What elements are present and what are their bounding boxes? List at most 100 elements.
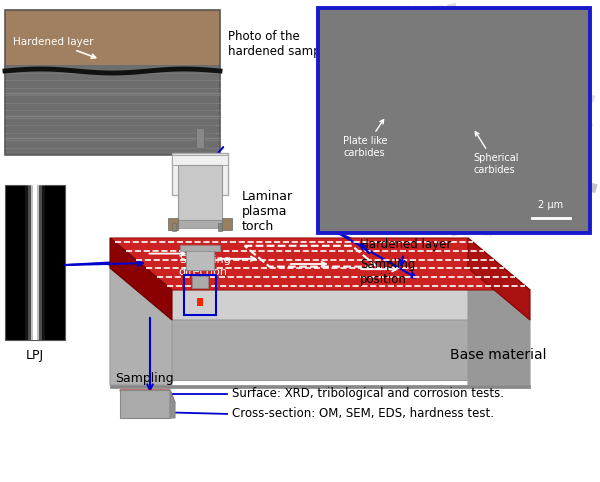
Bar [448, 147, 461, 164]
Bar [471, 56, 489, 84]
Bar [5, 185, 65, 340]
Bar [515, 33, 526, 43]
Bar [579, 23, 587, 39]
Bar [558, 110, 572, 123]
Bar [365, 23, 378, 47]
Bar [376, 32, 394, 56]
Bar [560, 102, 575, 117]
Bar [5, 10, 220, 65]
Bar [484, 212, 497, 237]
Bar [379, 158, 395, 181]
Bar [433, 173, 437, 177]
Bar [464, 122, 477, 134]
Bar [477, 102, 488, 110]
Bar [406, 208, 427, 226]
Bar [482, 80, 487, 87]
Bar [425, 128, 434, 135]
Bar [410, 63, 440, 77]
Polygon shape [110, 238, 530, 290]
Text: Photo of the
hardened sample: Photo of the hardened sample [228, 30, 331, 58]
Bar [446, 95, 458, 103]
Bar [445, 127, 464, 148]
Bar [222, 218, 232, 230]
Bar [427, 58, 434, 65]
Bar [360, 77, 384, 101]
Bar [467, 133, 496, 154]
Polygon shape [110, 238, 172, 320]
Polygon shape [155, 310, 497, 380]
Bar [500, 110, 517, 115]
Bar [406, 118, 422, 132]
Bar [534, 196, 548, 208]
Text: Hardened layer: Hardened layer [13, 37, 95, 58]
Text: Cross-section: OM, SEM, EDS, hardness test.: Cross-section: OM, SEM, EDS, hardness te… [232, 407, 494, 420]
Bar [380, 79, 407, 99]
Bar [333, 154, 363, 174]
Bar [197, 298, 203, 306]
Bar [478, 179, 502, 197]
Bar [413, 202, 431, 217]
Bar [375, 115, 403, 135]
Bar [388, 35, 397, 48]
Bar [494, 130, 509, 140]
Bar [403, 119, 423, 134]
Bar [552, 132, 578, 144]
Bar [507, 33, 520, 50]
Bar [442, 136, 448, 142]
Bar [25, 185, 45, 340]
Bar [479, 30, 492, 38]
Bar [506, 62, 532, 84]
Bar [496, 203, 524, 224]
Bar [406, 145, 427, 156]
Bar [403, 86, 418, 101]
Bar [431, 90, 439, 98]
Polygon shape [450, 265, 497, 380]
Bar [357, 207, 375, 231]
Bar [479, 17, 496, 41]
Bar [352, 101, 359, 108]
Text: 2 μm: 2 μm [538, 200, 563, 210]
Bar [328, 101, 338, 120]
Bar [465, 134, 486, 147]
Bar [367, 176, 382, 204]
Bar [447, 87, 469, 123]
Bar [574, 89, 595, 102]
Bar [491, 65, 503, 78]
Bar [31, 185, 39, 340]
Bar [184, 275, 216, 315]
Polygon shape [108, 265, 497, 310]
Text: LPJ: LPJ [26, 348, 44, 362]
Bar [383, 94, 397, 111]
Bar [372, 200, 400, 214]
Bar [425, 21, 437, 36]
Bar [318, 8, 590, 233]
Bar [5, 10, 220, 155]
Bar [532, 192, 548, 209]
Bar [452, 161, 463, 174]
Bar [518, 40, 541, 70]
Bar [378, 170, 390, 197]
Bar [402, 102, 413, 130]
Bar [172, 223, 176, 231]
Bar [556, 74, 569, 95]
Bar [521, 118, 542, 141]
Polygon shape [468, 238, 530, 320]
Bar [178, 220, 222, 228]
Bar [419, 43, 428, 54]
Polygon shape [468, 268, 530, 385]
Bar [544, 62, 562, 92]
Bar [535, 115, 545, 134]
Bar [409, 84, 425, 111]
Text: Plate like
carbides: Plate like carbides [343, 120, 388, 158]
Bar [442, 14, 454, 26]
Bar [332, 94, 343, 107]
Bar [448, 199, 460, 212]
Bar [386, 111, 406, 147]
Bar [446, 129, 464, 147]
Bar [413, 5, 428, 15]
Bar [559, 201, 568, 210]
Bar [218, 223, 222, 231]
Bar [5, 65, 220, 155]
Bar [493, 184, 514, 203]
Bar [564, 20, 580, 40]
